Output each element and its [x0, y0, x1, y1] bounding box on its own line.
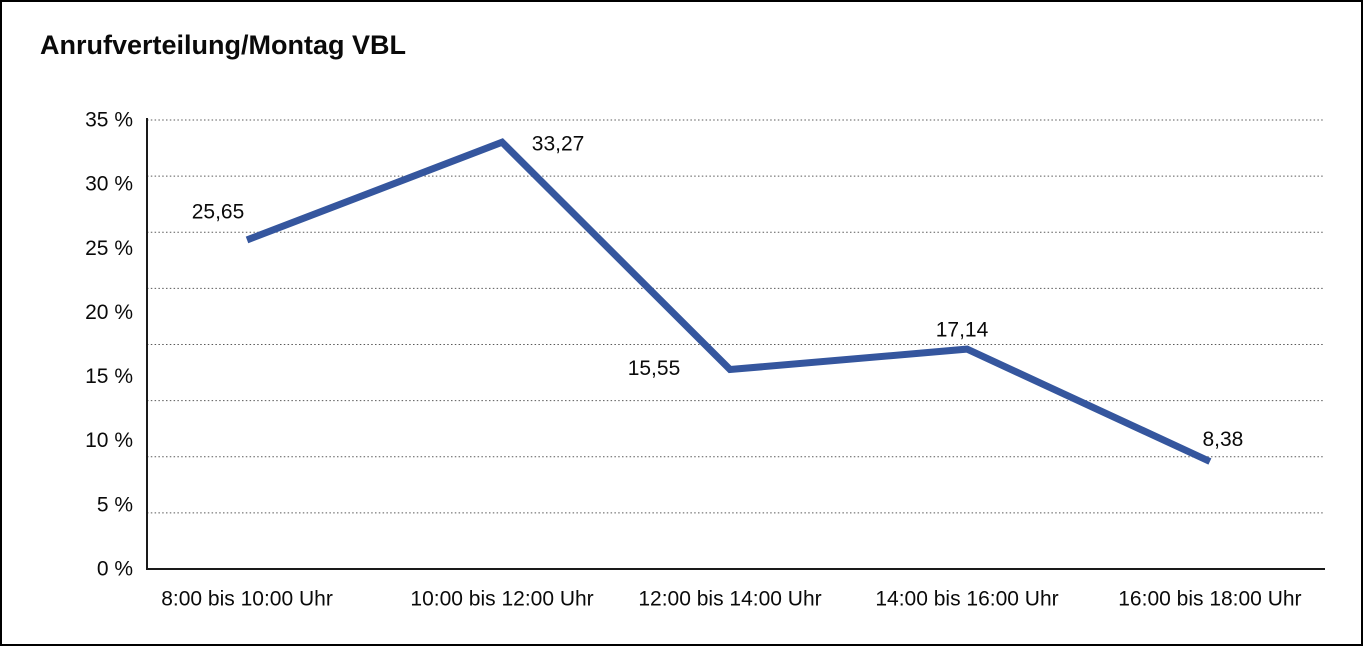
x-axis-tick-label: 14:00 bis 16:00 Uhr — [875, 588, 1058, 611]
data-line — [245, 138, 1212, 465]
y-axis-tick-label: 35 % — [85, 109, 133, 132]
data-point-label: 15,55 — [628, 357, 681, 380]
y-axis-tick-label: 30 % — [85, 173, 133, 196]
data-point-label: 8,38 — [1202, 428, 1243, 451]
y-axis-tick-label: 10 % — [85, 429, 133, 452]
y-axis-tick-label: 15 % — [85, 365, 133, 388]
data-point-label: 25,65 — [192, 200, 245, 223]
x-axis-tick-label: 16:00 bis 18:00 Uhr — [1118, 588, 1301, 611]
y-axis-tick-label: 5 % — [97, 493, 133, 516]
y-axis-tick-label: 25 % — [85, 237, 133, 260]
data-point-label: 17,14 — [936, 319, 989, 342]
x-axis-tick-label: 12:00 bis 14:00 Uhr — [638, 588, 821, 611]
x-axis-tick-label: 10:00 bis 12:00 Uhr — [410, 588, 593, 611]
y-axis-tick-label: 20 % — [85, 301, 133, 324]
data-point-label: 33,27 — [532, 133, 585, 156]
chart-title: Anrufverteilung/Montag VBL — [40, 30, 406, 60]
x-axis-tick-label: 8:00 bis 10:00 Uhr — [161, 588, 333, 611]
y-axis-tick-label: 0 % — [97, 558, 133, 581]
